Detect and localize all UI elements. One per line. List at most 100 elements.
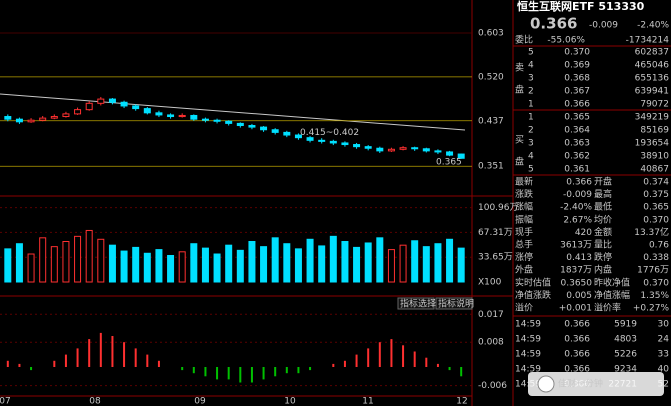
volume-bar: [457, 247, 465, 283]
book-volume: 85169: [640, 126, 669, 136]
stat-label: 涨幅: [515, 201, 533, 213]
volume-bar: [260, 246, 268, 283]
watermark: 佳财一分钟: [558, 378, 603, 390]
volume-bar: [143, 252, 151, 283]
x-tick-label: 10: [284, 397, 296, 406]
book-level: 1: [528, 100, 534, 110]
volume-bar: [271, 237, 279, 283]
stat-value: 3613万: [560, 241, 592, 251]
volume-bar: [39, 237, 47, 283]
button[interactable]: [435, 297, 473, 310]
candle-body: [387, 148, 395, 152]
volume-bar: [178, 251, 186, 283]
stat-value: -0.009: [563, 190, 592, 200]
trade-count: 30: [658, 320, 670, 330]
trade-price: 0.366: [564, 320, 590, 330]
stat-label: 最新: [515, 176, 533, 188]
trade-count: 33: [658, 350, 669, 360]
book-price: 0.361: [564, 165, 590, 175]
book-level: 4: [528, 152, 534, 162]
candle-body: [74, 109, 82, 115]
x-tick-label: 08: [89, 397, 101, 406]
candle-body: [4, 116, 12, 120]
stat-value: 0.374: [643, 178, 669, 188]
stat-label: 昨收净值: [594, 276, 630, 288]
book-price: 0.369: [564, 61, 590, 71]
candle-body: [329, 140, 337, 144]
volume-bar: [50, 246, 58, 283]
book-level: 5: [528, 165, 534, 175]
trade-volume: 5226: [614, 350, 637, 360]
volume-bar: [364, 242, 372, 283]
stat-label: 净值涨幅: [594, 289, 630, 301]
candle-body: [446, 151, 454, 156]
stat-label: 涨跌: [515, 189, 533, 200]
volume-bar: [74, 235, 82, 283]
stat-value: 0.005: [566, 291, 592, 301]
y-tick-label: -0.006: [478, 381, 507, 391]
candle-body: [306, 137, 314, 141]
last-price: 0.366: [530, 15, 577, 33]
candle-body: [236, 122, 244, 127]
book-volume: 349219: [635, 113, 670, 123]
book-volume: 655136: [635, 74, 670, 84]
stat-value: 1.35%: [640, 291, 669, 301]
book-volume: 193654: [635, 139, 670, 149]
ratio-diff: -1734214: [626, 36, 670, 46]
y-tick-label: 33.65万: [478, 253, 513, 263]
volume-bar: [120, 250, 128, 283]
volume-bar: [132, 246, 140, 283]
quote-title: 恒生互联网ETF 513330: [517, 0, 645, 13]
candle-body: [422, 148, 430, 152]
candle-body: [364, 146, 372, 149]
stat-value: 0.76: [649, 241, 669, 251]
stat-value: 1776万: [637, 266, 669, 276]
x-tick-label: 07: [0, 397, 11, 406]
y-tick-label: 0.520: [478, 72, 504, 82]
candle-body: [50, 116, 58, 119]
volume-bar: [27, 253, 35, 283]
volume-bar: [155, 249, 163, 283]
candle-body: [62, 113, 70, 118]
candle-body: [399, 147, 407, 150]
trend-line: [0, 93, 466, 131]
button[interactable]: [397, 297, 435, 310]
volume-bar: [62, 241, 70, 283]
volume-bar: [225, 244, 233, 283]
candle-body: [97, 98, 105, 104]
stat-label: 最低: [594, 201, 612, 213]
button-label[interactable]: 指标说明: [438, 298, 474, 310]
candle-body: [201, 118, 209, 121]
stat-label: 溢价率: [594, 302, 621, 314]
book-volume: 639941: [635, 87, 669, 97]
ratio: -55.06%: [547, 36, 585, 46]
book-price: 0.364: [564, 126, 590, 136]
trade-volume: 9234: [614, 365, 637, 375]
x-tick-label: 11: [362, 397, 373, 406]
book-price: 0.362: [564, 152, 590, 162]
button-label[interactable]: 指标选择: [400, 298, 436, 310]
stat-value: 0.375: [643, 190, 669, 200]
x-tick-label: 09: [194, 397, 206, 406]
book-level: 4: [528, 61, 534, 71]
candle-body: [411, 147, 419, 150]
stat-value: 0.338: [643, 253, 669, 263]
book-level: 2: [528, 87, 534, 97]
candle-body: [143, 108, 151, 114]
stat-value: 13.37亿: [634, 226, 669, 238]
y-tick-label: 67.31万: [478, 228, 513, 238]
book-level: 1: [528, 113, 534, 123]
volume-bar: [306, 238, 314, 283]
side-label: 盘: [515, 156, 524, 168]
candle-body: [39, 117, 47, 121]
side-label: 买: [515, 135, 524, 146]
y-tick-label: 0.008: [478, 338, 504, 348]
volume-bar: [422, 246, 430, 283]
watermark-icon: [537, 375, 555, 393]
volume-bar: [411, 240, 419, 283]
y-tick-label: 100.96万: [478, 203, 519, 213]
stat-label: 现手: [515, 226, 533, 238]
candle-body: [376, 147, 384, 152]
stat-value: 0.366: [566, 178, 592, 188]
volume-bar: [353, 246, 361, 283]
